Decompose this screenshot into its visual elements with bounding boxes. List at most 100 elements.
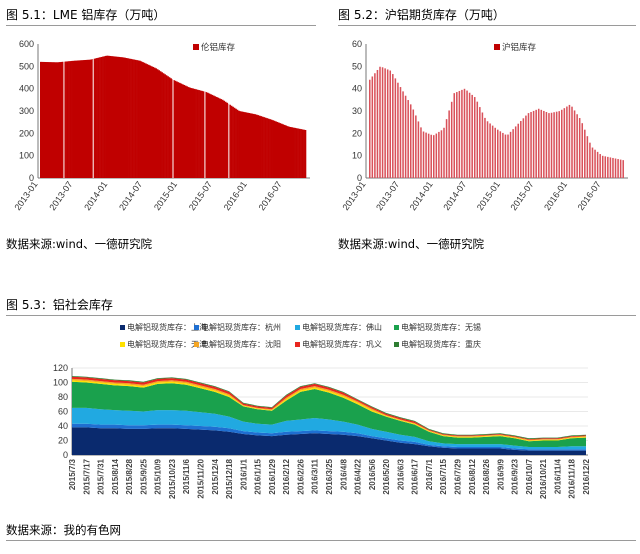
lme-bar: [72, 60, 75, 179]
social-xtick: 2015/10/9: [154, 458, 163, 494]
lme-bar: [106, 55, 109, 178]
social-ytick: 20: [58, 436, 68, 446]
shfe-bar: [573, 110, 576, 178]
social-legend-swatch: [295, 342, 300, 347]
lme-xtick: 2016-07: [257, 179, 284, 212]
lme-ytick: 400: [19, 84, 34, 94]
lme-bar: [76, 60, 79, 178]
lme-bar: [85, 59, 88, 178]
lme-bar: [40, 61, 42, 178]
lme-bar: [152, 66, 155, 178]
title-rule-lme: [6, 25, 316, 26]
shfe-ytick: 10: [352, 151, 362, 161]
lme-bar: [146, 64, 149, 178]
social-xtick: 2016/10/21: [539, 458, 548, 499]
social-xtick: 2015/8/28: [125, 458, 134, 494]
shfe-bar: [532, 110, 535, 178]
figure-title-shfe: 图 5.2：沪铝期货库存（万吨）: [338, 8, 505, 22]
shfe-legend-label: 沪铝库存: [502, 42, 537, 53]
social-ytick: 40: [58, 421, 68, 431]
lme-bar: [199, 90, 202, 178]
lme-bar: [128, 58, 131, 178]
lme-bar: [288, 126, 291, 178]
lme-bar: [246, 112, 249, 178]
lme-bar: [192, 88, 194, 178]
lme-bar: [286, 126, 289, 178]
lme-bar: [190, 88, 193, 178]
shfe-bar: [614, 158, 617, 178]
lme-bar: [300, 129, 302, 178]
lme-ytick: 0: [29, 173, 34, 183]
lme-bar: [264, 117, 267, 178]
shfe-bar: [507, 134, 509, 178]
lme-bar: [170, 78, 172, 178]
lme-xtick: 2013-01: [13, 179, 40, 212]
shfe-bar: [535, 109, 537, 178]
shfe-bar: [374, 73, 376, 178]
lme-bar: [289, 126, 292, 178]
social-area-5: [72, 380, 586, 442]
social-xtick: 2015/7/31: [97, 458, 106, 494]
shfe-bar: [537, 108, 540, 178]
shfe-bar: [443, 127, 445, 178]
lme-bar: [71, 60, 73, 179]
lme-bar: [304, 129, 307, 178]
shfe-bar: [497, 129, 499, 178]
lme-bar: [115, 56, 118, 179]
lme-bar: [245, 112, 248, 178]
shfe-bar: [617, 159, 619, 178]
social-xtick: 2016/7/15: [439, 458, 448, 494]
lme-bar: [53, 62, 56, 178]
lme-bar: [303, 129, 305, 178]
lme-ytick: 500: [19, 61, 34, 71]
lme-bar: [62, 61, 64, 178]
shfe-bar: [389, 70, 392, 178]
social-xtick: 2015/8/14: [111, 458, 120, 494]
social-legend-swatch: [120, 325, 125, 330]
bottom-rule: [6, 540, 636, 541]
social-xtick: 2016/5/20: [382, 458, 391, 494]
shfe-bar: [550, 112, 553, 178]
social-xtick: 2016/9/23: [511, 458, 520, 494]
shfe-bar: [456, 92, 458, 178]
lme-legend-label: 伦铝库存: [201, 42, 236, 53]
shfe-bar: [458, 90, 461, 178]
social-xtick: 2016/5/6: [368, 458, 377, 490]
lme-bar: [119, 57, 122, 178]
lme-bar: [295, 128, 298, 178]
lme-bar: [94, 58, 97, 179]
lme-bar: [267, 118, 270, 178]
shfe-bar: [578, 118, 581, 178]
shfe-bar: [584, 129, 586, 178]
lme-bar: [242, 111, 245, 178]
lme-ytick: 300: [19, 106, 34, 116]
shfe-bar: [384, 68, 386, 178]
shfe-bar: [415, 115, 417, 178]
lme-bar: [260, 116, 262, 178]
lme-bar: [206, 92, 209, 178]
shfe-bar: [568, 104, 571, 178]
social-xtick: 2016/4/22: [354, 458, 363, 494]
shfe-xtick: 2013-01: [341, 179, 368, 212]
lme-bar: [229, 104, 231, 178]
lme-bar: [54, 62, 57, 178]
shfe-xtick: 2015-07: [508, 179, 535, 212]
social-legend-swatch: [295, 325, 300, 330]
lme-bar: [59, 62, 61, 178]
lme-bar: [82, 60, 85, 179]
lme-bar: [84, 59, 87, 178]
lme-bar: [239, 111, 242, 178]
lme-xtick: 2016-01: [222, 179, 249, 212]
shfe-bar: [412, 109, 415, 178]
lme-bar: [215, 96, 218, 178]
shfe-bar: [502, 132, 504, 178]
lme-bar: [269, 119, 271, 178]
lme-bar: [266, 118, 268, 178]
shfe-bar: [514, 126, 517, 178]
lme-bar: [274, 121, 277, 178]
lme-bar: [280, 123, 283, 178]
lme-bar: [167, 76, 169, 178]
lme-bar: [226, 102, 228, 178]
shfe-bar: [571, 106, 573, 178]
social-xtick: 2016/9/9: [496, 458, 505, 490]
